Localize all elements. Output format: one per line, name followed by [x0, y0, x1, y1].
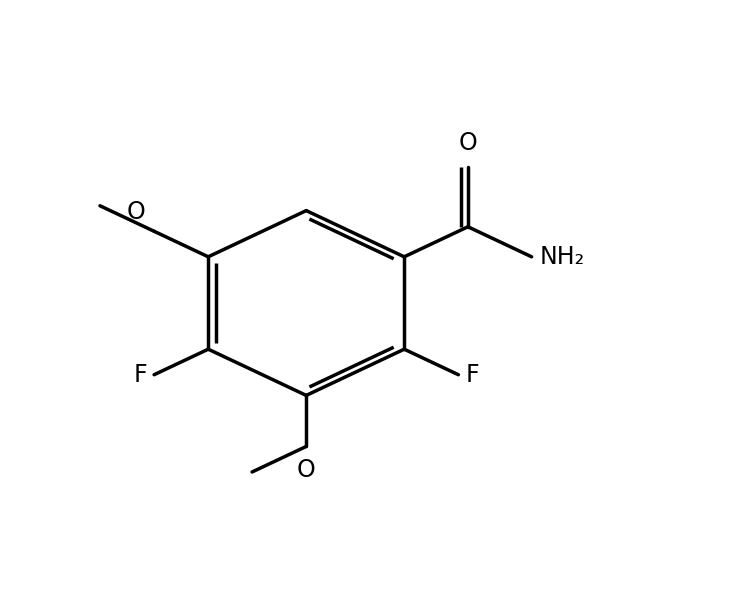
Text: O: O — [127, 200, 145, 224]
Text: O: O — [297, 458, 315, 482]
Text: O: O — [458, 131, 477, 155]
Text: F: F — [465, 363, 479, 387]
Text: NH₂: NH₂ — [540, 245, 585, 269]
Text: F: F — [134, 363, 147, 387]
